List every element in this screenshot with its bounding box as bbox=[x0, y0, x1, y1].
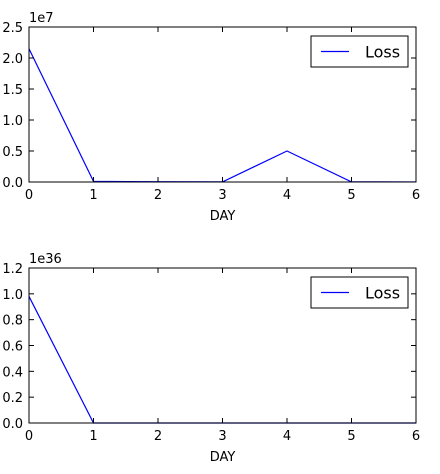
y-tick-label: 2.5 bbox=[2, 21, 23, 36]
x-tick-label: 3 bbox=[218, 429, 226, 444]
legend-label: Loss bbox=[365, 284, 400, 303]
x-tick-label: 0 bbox=[25, 188, 33, 203]
x-tick-label: 2 bbox=[154, 188, 162, 203]
x-tick-label: 1 bbox=[89, 188, 97, 203]
subplot-2: 0 1 2 3 4 5 6 0.0 0.2 0.4 0.6 0.8 1.0 1.2 1e36 DAY Loss bbox=[2, 252, 420, 465]
x-tick-label: 6 bbox=[412, 188, 420, 203]
y-tick-label: 0.6 bbox=[2, 340, 23, 355]
x-tick-label: 0 bbox=[25, 429, 33, 444]
series-line-loss bbox=[28, 48, 417, 183]
y-offset-label: 1e7 bbox=[29, 11, 54, 26]
y-tick-label: 1.0 bbox=[2, 288, 23, 303]
y-tick-label: 1.5 bbox=[2, 83, 23, 98]
series-line-loss bbox=[28, 296, 416, 424]
y-tick-label: 1.2 bbox=[2, 262, 23, 277]
x-tick-label: 4 bbox=[283, 429, 291, 444]
x-axis-label: DAY bbox=[210, 450, 236, 465]
y-tick-label: 0.4 bbox=[2, 365, 23, 380]
y-tick-label: 2.0 bbox=[2, 52, 23, 67]
x-tick-label: 5 bbox=[347, 188, 355, 203]
y-tick-label: 0.8 bbox=[2, 314, 23, 329]
y-tick-label: 0.0 bbox=[2, 417, 23, 432]
legend-box bbox=[310, 35, 409, 68]
y-tick-label: 1.0 bbox=[2, 114, 23, 129]
y-tick-label: 0.0 bbox=[2, 176, 23, 191]
legend: Loss bbox=[310, 35, 409, 68]
y-tick-label: 0.5 bbox=[2, 145, 23, 160]
x-tick-label: 6 bbox=[412, 429, 420, 444]
x-tick-label: 1 bbox=[89, 429, 97, 444]
x-tick-label: 5 bbox=[347, 429, 355, 444]
subplot-1: 0 1 2 3 4 5 6 0.0 0.5 1.0 1.5 2.0 2.5 1e7 DAY Loss bbox=[2, 11, 420, 224]
x-tick-label: 3 bbox=[218, 188, 226, 203]
x-tick-label: 2 bbox=[154, 429, 162, 444]
x-tick-label: 4 bbox=[283, 188, 291, 203]
y-tick-label: 0.2 bbox=[2, 391, 23, 406]
y-offset-label: 1e36 bbox=[29, 252, 62, 267]
legend-label: Loss bbox=[365, 43, 400, 62]
x-axis-label: DAY bbox=[210, 209, 236, 224]
legend: Loss bbox=[310, 276, 409, 309]
